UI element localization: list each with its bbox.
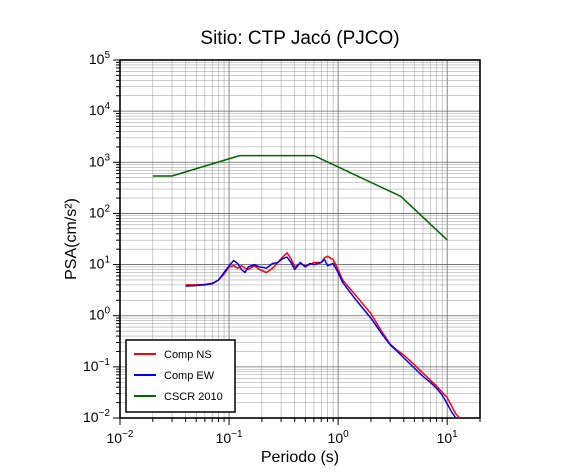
legend: Comp NS Comp EW CSCR 2010 [125,339,236,413]
x-tick-label: 100 [328,429,350,446]
series-lines [152,154,461,419]
x-tick-labels: 10−2 10−1 100 101 [107,429,459,446]
chart-title: Sitio: CTP Jacó (PJCO) [200,28,399,49]
x-tick-label: 101 [437,429,459,446]
y-tick-label: 10−2 [83,408,110,425]
y-tick-label: 105 [89,50,111,67]
legend-label-2: Comp EW [164,370,215,382]
x-tick-label: 10−1 [216,429,243,446]
y-tick-label: 103 [89,152,111,169]
grid [119,59,481,419]
y-tick-label: 10−1 [83,357,110,374]
y-tick-label: 100 [89,306,111,323]
y-tick-label: 101 [89,255,111,272]
y-axis-label: PSA(cm/s²) [63,198,80,280]
x-axis-label: Periodo (s) [261,449,339,466]
legend-label-3: CSCR 2010 [164,391,223,403]
x-tick-label: 10−2 [107,429,134,446]
legend-label-1: Comp NS [164,349,212,361]
y-tick-label: 102 [89,203,111,220]
y-tick-label: 104 [89,101,111,118]
series-line-1 [185,252,461,419]
plot-frame [119,59,481,419]
series-line-3 [152,154,448,241]
y-tick-labels: 10−2 10−1 100 101 102 103 104 105 [83,50,110,425]
axis-ticks [113,59,481,425]
series-line-2 [185,256,457,419]
